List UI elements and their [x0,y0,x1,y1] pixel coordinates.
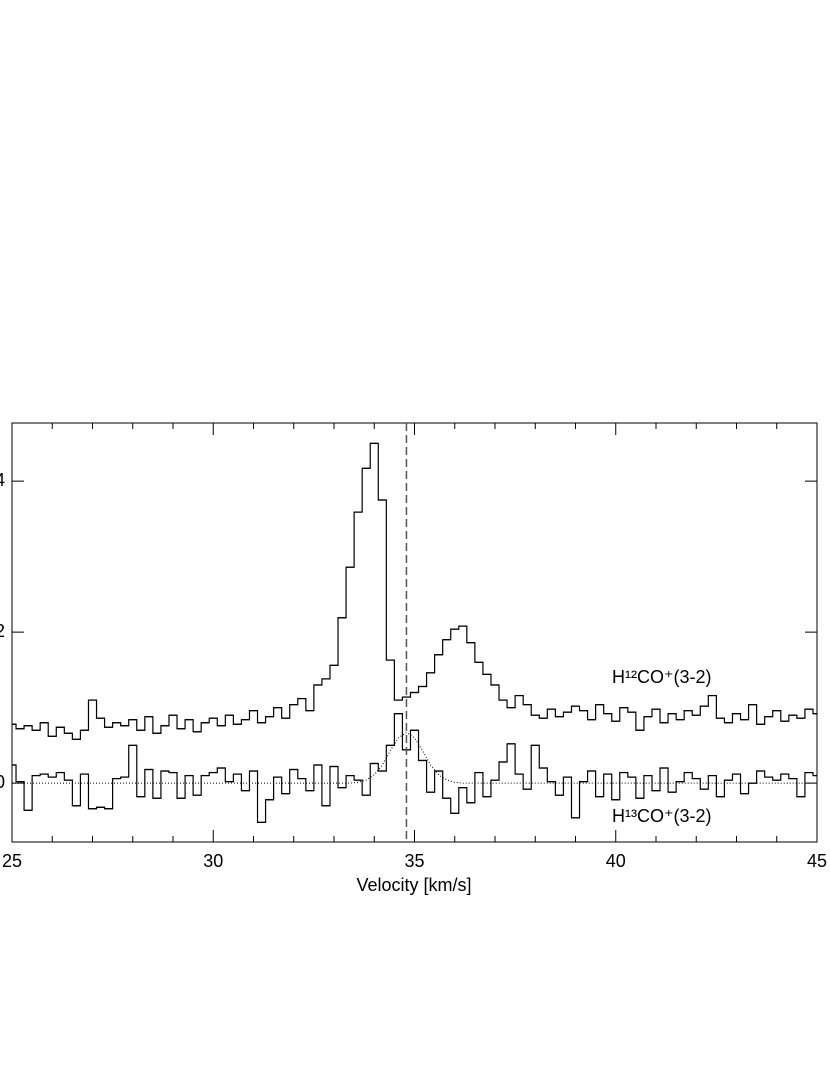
y-tick-label: 2 [0,621,5,641]
x-tick-label: 35 [404,851,424,871]
y-tick-label: 4 [0,470,5,490]
y-tick-label: 0 [0,772,5,792]
x-axis-label: Velocity [km/s] [356,875,471,895]
x-tick-label: 45 [807,851,827,871]
series-label: H¹²CO⁺(3-2) [612,667,712,687]
x-tick-label: 25 [2,851,22,871]
plot-area [12,442,817,823]
step-connector [12,442,817,740]
fit-curve [12,731,817,784]
x-tick-label: 30 [203,851,223,871]
x-tick-label: 40 [606,851,626,871]
series-label: H¹³CO⁺(3-2) [612,806,712,826]
